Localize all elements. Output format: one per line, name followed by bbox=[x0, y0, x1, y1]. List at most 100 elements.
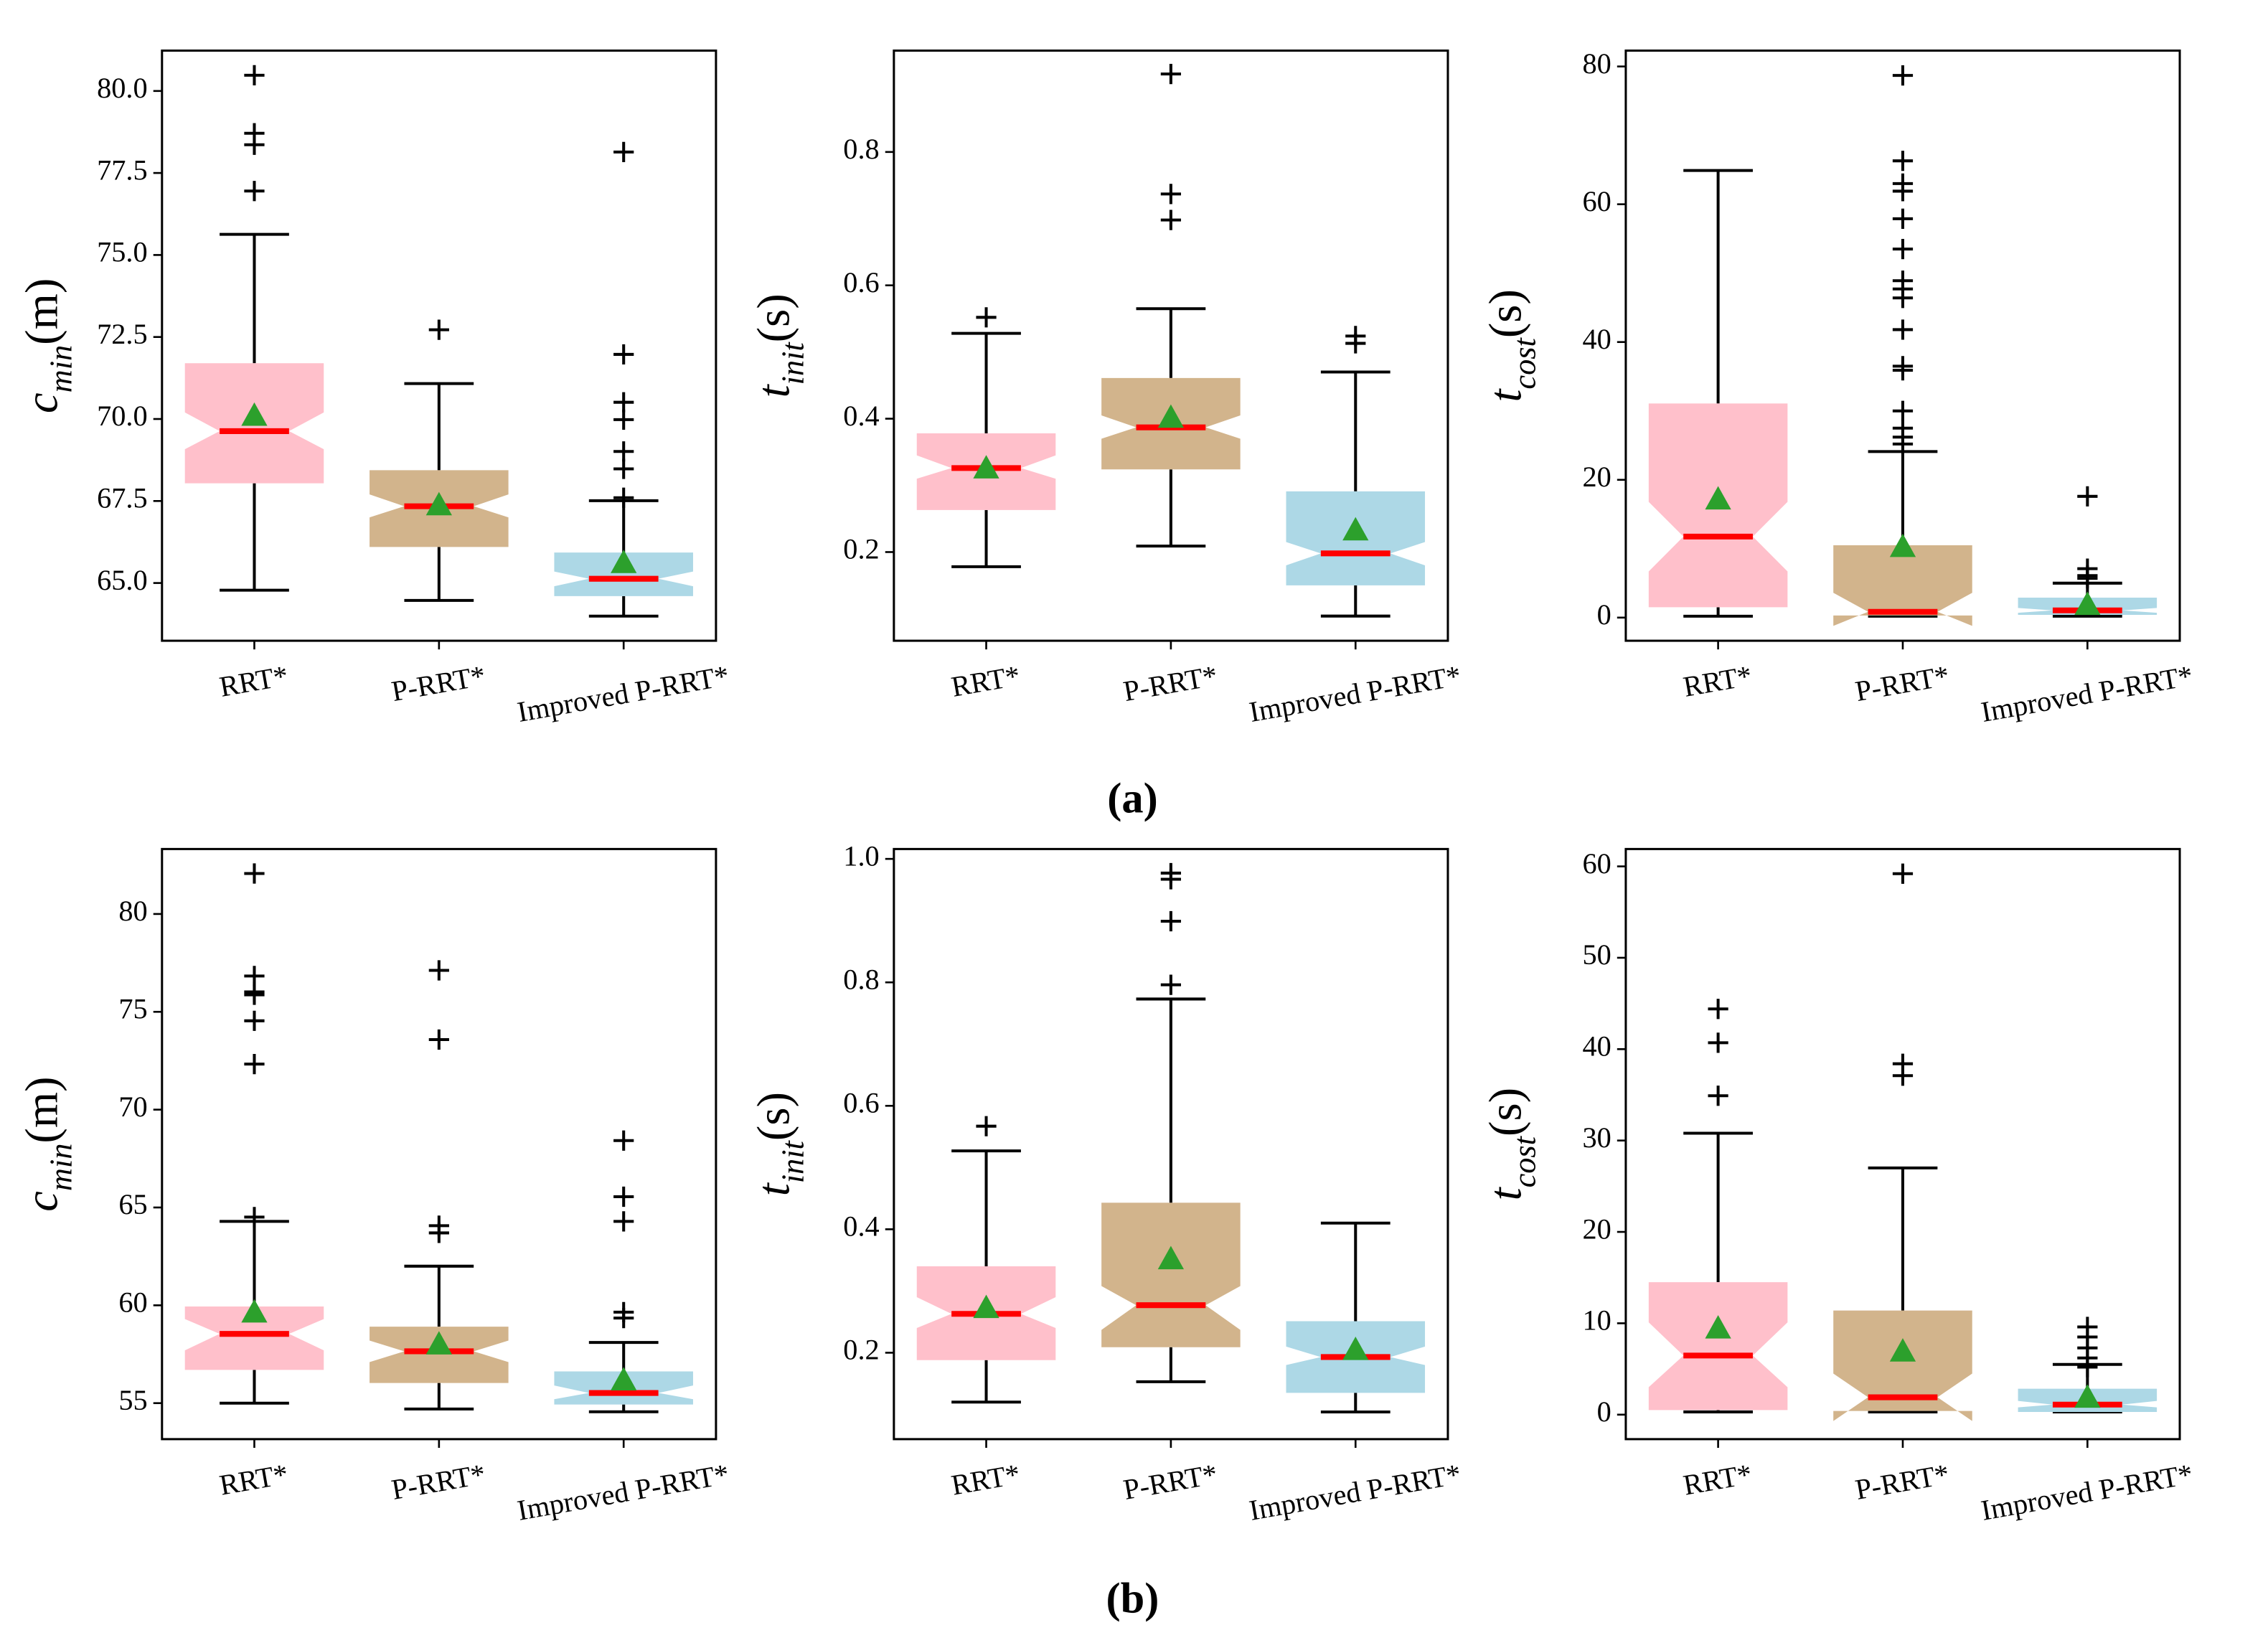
x-tick-label: P-RRT* bbox=[1853, 659, 1952, 707]
x-tick-label: P-RRT* bbox=[389, 659, 488, 707]
mean-marker bbox=[611, 1367, 637, 1391]
x-tick-label: RRT* bbox=[949, 1458, 1022, 1502]
outlier bbox=[244, 1010, 265, 1031]
mean-marker bbox=[1889, 533, 1916, 557]
y-tick-label: 0.2 bbox=[843, 533, 879, 565]
y-tick-label: 40 bbox=[1582, 1030, 1611, 1063]
outlier bbox=[976, 307, 997, 328]
outlier bbox=[1892, 359, 1914, 381]
mean-marker bbox=[1705, 486, 1731, 510]
outlier bbox=[2077, 568, 2098, 589]
mean-marker bbox=[1889, 1338, 1916, 1362]
y-label-unit: (s) bbox=[1479, 289, 1530, 338]
y-label-symbol: t bbox=[748, 1182, 799, 1196]
y-label-symbol: t bbox=[748, 383, 799, 397]
outlier bbox=[1708, 1086, 1728, 1106]
outlier bbox=[428, 319, 449, 340]
y-tick-label: 1.0 bbox=[843, 839, 879, 872]
mean-marker bbox=[1157, 1246, 1185, 1270]
y-label-unit: (m) bbox=[16, 1076, 67, 1143]
outlier bbox=[1160, 974, 1182, 995]
x-tick-label: P-RRT* bbox=[1853, 1458, 1952, 1506]
x-tick-label: RRT* bbox=[217, 1458, 291, 1502]
outlier bbox=[428, 1029, 449, 1050]
axes-frame bbox=[1624, 50, 2181, 642]
outlier bbox=[428, 1223, 449, 1243]
outlier bbox=[1160, 184, 1182, 204]
axes-frame bbox=[161, 50, 717, 642]
box bbox=[1833, 545, 1972, 626]
outlier bbox=[244, 1053, 265, 1075]
outlier bbox=[1345, 333, 1366, 354]
outlier bbox=[244, 65, 265, 85]
y-label-symbol: c bbox=[16, 392, 67, 413]
outlier bbox=[244, 1207, 265, 1228]
y-tick-label: 0 bbox=[1597, 598, 1611, 631]
outlier bbox=[244, 181, 265, 202]
y-tick-label: 72.5 bbox=[97, 318, 148, 350]
y-axis-label: cmin(m) bbox=[16, 278, 78, 413]
outlier bbox=[1160, 63, 1182, 85]
y-tick-label: 65 bbox=[118, 1188, 147, 1220]
outlier bbox=[1892, 65, 1914, 86]
y-axis-label: tinit(s) bbox=[748, 293, 810, 397]
y-tick-label: 80 bbox=[1582, 47, 1611, 80]
outlier bbox=[1892, 400, 1914, 421]
outlier bbox=[1892, 238, 1914, 260]
x-tick-label: RRT* bbox=[217, 659, 291, 703]
y-label-unit: (s) bbox=[1479, 1088, 1530, 1136]
x-tick-label: P-RRT* bbox=[389, 1458, 488, 1506]
box bbox=[1833, 1310, 1972, 1421]
outlier bbox=[1892, 863, 1914, 884]
y-label-subscript: init bbox=[775, 1139, 811, 1183]
mean-marker bbox=[425, 1331, 452, 1355]
y-label-subscript: cost bbox=[1507, 336, 1543, 389]
outlier bbox=[613, 1186, 634, 1207]
axes-frame bbox=[161, 847, 717, 1441]
y-label-unit: (s) bbox=[748, 1092, 799, 1141]
outlier bbox=[1892, 288, 1914, 309]
axes-frame bbox=[1624, 847, 2181, 1441]
panel-label: (a) bbox=[1107, 775, 1158, 823]
y-tick-label: 20 bbox=[1582, 461, 1611, 493]
x-tick-label: Improved P-RRT* bbox=[1247, 1458, 1464, 1527]
y-axis-label: tinit(s) bbox=[748, 1092, 810, 1196]
x-tick-label: RRT* bbox=[949, 659, 1022, 703]
outlier bbox=[1892, 181, 1914, 202]
outlier bbox=[613, 487, 634, 508]
y-tick-label: 60 bbox=[1582, 847, 1611, 880]
x-tick-label: P-RRT* bbox=[1121, 1458, 1220, 1506]
y-axis-label: tcost(s) bbox=[1479, 1088, 1542, 1200]
outlier bbox=[613, 392, 634, 413]
y-tick-label: 10 bbox=[1582, 1304, 1611, 1337]
y-label-symbol: t bbox=[1479, 388, 1530, 402]
y-tick-label: 40 bbox=[1582, 323, 1611, 355]
mean-marker bbox=[973, 455, 999, 479]
y-tick-label: 0.6 bbox=[843, 1087, 879, 1119]
outlier bbox=[613, 1211, 634, 1232]
x-tick-label: Improved P-RRT* bbox=[1979, 1458, 2196, 1527]
y-tick-label: 70 bbox=[118, 1091, 147, 1123]
box bbox=[1101, 1202, 1241, 1347]
y-tick-label: 20 bbox=[1582, 1213, 1611, 1245]
y-tick-label: 0.4 bbox=[843, 400, 879, 432]
y-tick-label: 70.0 bbox=[97, 400, 148, 432]
mean-marker bbox=[2074, 591, 2101, 616]
outlier bbox=[1708, 999, 1728, 1020]
axes-frame bbox=[893, 50, 1449, 642]
outlier bbox=[244, 984, 265, 1005]
outlier bbox=[1892, 208, 1914, 229]
outlier bbox=[613, 141, 634, 162]
y-axis-label: cmin(m) bbox=[16, 1076, 78, 1211]
y-label-unit: (m) bbox=[16, 278, 67, 345]
outlier bbox=[613, 344, 634, 365]
mean-marker bbox=[1342, 517, 1369, 541]
y-tick-label: 0.4 bbox=[843, 1210, 879, 1243]
y-tick-label: 0.8 bbox=[843, 963, 879, 995]
y-tick-label: 60 bbox=[118, 1286, 147, 1319]
y-label-subscript: cost bbox=[1507, 1135, 1543, 1187]
mean-marker bbox=[1342, 1336, 1369, 1360]
box bbox=[184, 1306, 324, 1370]
